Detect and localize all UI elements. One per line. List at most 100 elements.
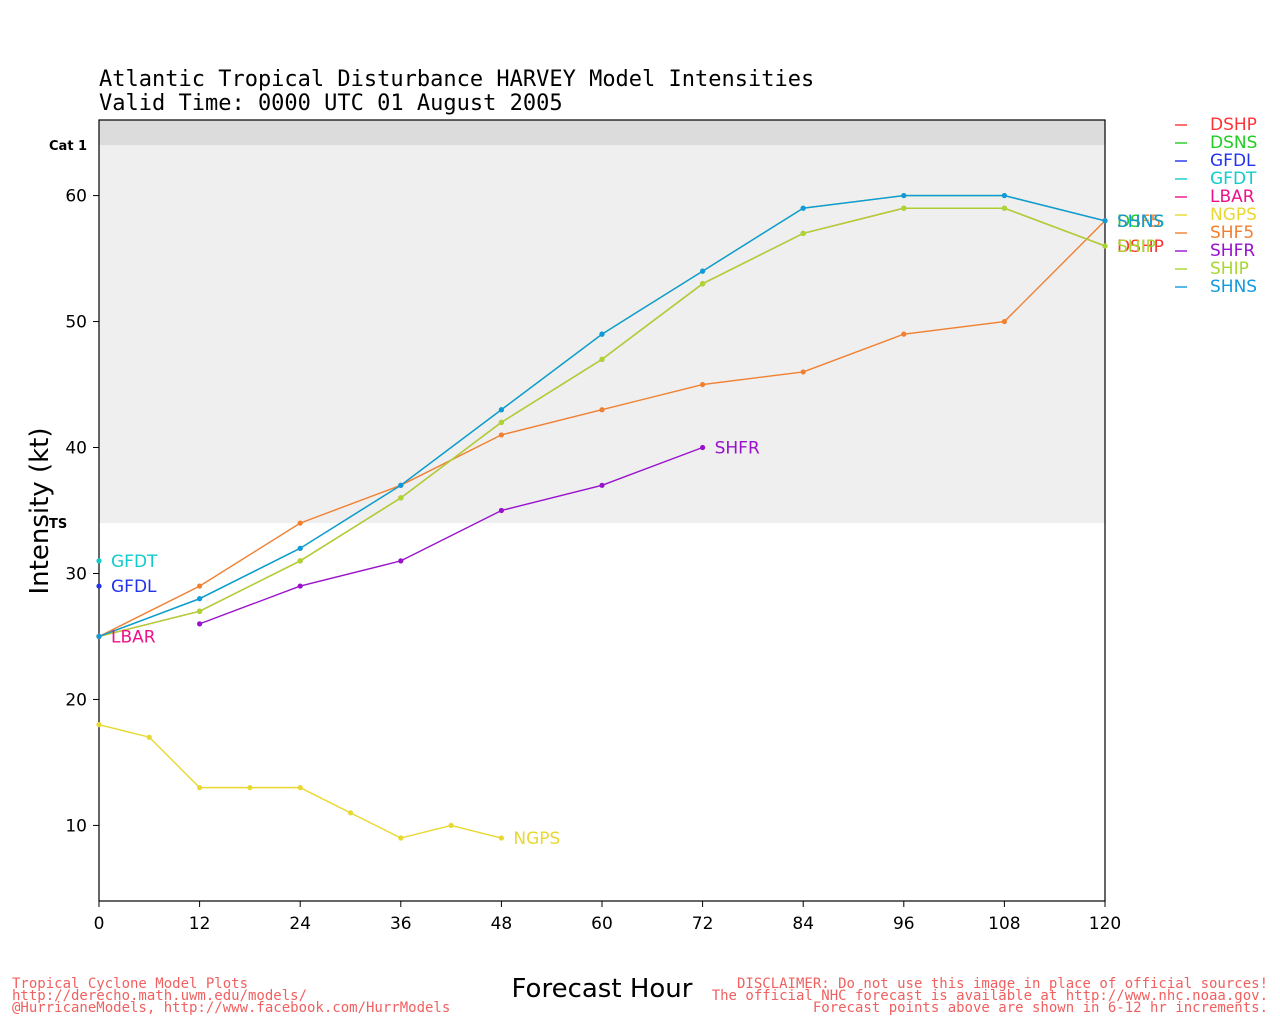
x-tick-label-36: 36 (390, 914, 412, 934)
point-shf5-4 (498, 432, 504, 438)
point-shfr-1 (297, 583, 303, 589)
legend-entry-ngps: NGPS (1210, 205, 1257, 225)
y-tick-label-20: 20 (65, 690, 87, 710)
point-shf5-7 (800, 369, 806, 375)
series-end-label-gfdl: GFDL (111, 577, 157, 597)
x-tick-label-60: 60 (591, 914, 613, 934)
chart-subtitle: Valid Time: 0000 UTC 01 August 2005 (99, 91, 563, 116)
band-cat-1 (99, 120, 1105, 146)
point-ship-10 (1102, 243, 1108, 249)
point-shf5-2 (297, 520, 303, 526)
point-shfr-3 (498, 507, 504, 514)
point-shns-2 (297, 545, 303, 551)
point-shf5-9 (1001, 318, 1008, 325)
point-ngps-5 (347, 810, 354, 816)
point-ship-1 (197, 608, 203, 614)
legend-entry-dshp: DSHP (1210, 115, 1257, 135)
point-ngps-2 (197, 785, 203, 791)
point-ship-4 (498, 419, 504, 425)
point-ship-3 (398, 495, 404, 501)
x-tick-label-48: 48 (491, 914, 513, 934)
legend-entry-shf5: SHF5 (1210, 223, 1254, 243)
point-ship-9 (1001, 205, 1008, 211)
point-shns-1 (197, 596, 203, 602)
y-tick-label-50: 50 (65, 313, 87, 333)
series-end-label-gfdt: GFDT (111, 552, 158, 572)
footer-right-line-3: Forecast points above are shown in 6-12 … (813, 1000, 1268, 1016)
point-shns-10 (1102, 218, 1108, 224)
series-line-shfr (199, 446, 703, 625)
point-gfdl-0 (96, 583, 102, 589)
point-ngps-3 (247, 785, 253, 791)
x-tick-label-72: 72 (692, 914, 714, 934)
point-shns-9 (1001, 192, 1008, 199)
point-ship-8 (901, 205, 907, 211)
y-tick-label-30: 30 (65, 564, 87, 584)
series-end-labels: DSHP DSNS GFDL GFDT LBAR NGPS SHF5 SHFR SHIP SHNS (111, 212, 1164, 849)
series-end-label-dsns: DSNS (1117, 212, 1164, 232)
x-axis-label: Forecast Hour (512, 974, 693, 1004)
point-shf5-8 (901, 331, 907, 337)
point-ngps-8 (498, 835, 504, 841)
footer-left-line-1: Tropical Cyclone Model Plots (12, 976, 248, 992)
point-ship-5 (599, 356, 605, 362)
series-end-label-ship: SHIP (1117, 237, 1156, 257)
footer-left-line-2: http://derecho.math.uwm.edu/models/ (12, 988, 307, 1004)
point-shf5-1 (197, 583, 203, 589)
y-tick-label-10: 10 (65, 816, 87, 836)
chart-title: Atlantic Tropical Disturbance HARVEY Mod… (99, 67, 814, 92)
series-end-label-ngps: NGPS (513, 829, 560, 849)
y-axis: 10 20 30 40 50 60 (65, 187, 99, 836)
band-label-ts: TS (49, 517, 67, 532)
x-tick-label-24: 24 (289, 914, 311, 934)
legend-entry-ship: SHIP (1210, 259, 1249, 279)
point-shns-6 (700, 268, 706, 274)
legend-entry-lbar: LBAR (1210, 187, 1255, 207)
point-shfr-2 (398, 558, 404, 564)
series-end-label-shfr: SHFR (715, 439, 760, 459)
category-bands: TS Cat 1 (49, 120, 1105, 532)
series-end-label-lbar: LBAR (111, 627, 156, 647)
point-ship-6 (700, 281, 706, 287)
point-ngps-0 (96, 722, 102, 728)
legend-entry-gfdt: GFDT (1210, 169, 1257, 189)
point-shns-4 (498, 407, 504, 413)
x-tick-label-12: 12 (189, 914, 211, 934)
point-shfr-5 (700, 444, 706, 451)
band-label-cat-1: Cat 1 (49, 139, 87, 154)
point-shns-8 (901, 192, 907, 199)
point-gfdt-0 (96, 558, 102, 564)
legend-entry-gfdl: GFDL (1210, 151, 1256, 171)
y-tick-label-40: 40 (65, 439, 87, 459)
x-axis: 0 12 24 36 48 60 72 84 96 108 120 (94, 901, 1121, 934)
point-shns-5 (599, 331, 605, 337)
y-tick-label-60: 60 (65, 187, 87, 207)
footer-right-line-2: The official NHC forecast is available a… (712, 988, 1268, 1004)
series-lines (96, 192, 1108, 841)
series-end-label-shns: SHNS (1117, 212, 1164, 232)
footer-right-line-1: DISCLAIMER: Do not use this image in pla… (737, 976, 1268, 992)
y-axis-label: Intensity (kt) (25, 428, 55, 595)
point-shf5-6 (700, 381, 706, 388)
series-end-label-dshp: DSHP (1117, 237, 1164, 257)
point-ngps-7 (448, 822, 454, 829)
x-tick-label-84: 84 (792, 914, 814, 934)
series-line-ngps (98, 723, 502, 839)
x-tick-label-120: 120 (1089, 914, 1121, 934)
point-shfr-0 (197, 621, 203, 627)
point-shfr-4 (599, 482, 605, 488)
point-ship-2 (297, 558, 303, 564)
point-ship-7 (800, 230, 806, 236)
point-ngps-4 (297, 785, 303, 791)
point-shns-7 (800, 205, 806, 211)
footer-left-line-3: @HurricaneModels, http://www.facebook.co… (12, 1000, 450, 1016)
point-shns-0 (96, 633, 102, 640)
point-ngps-6 (398, 835, 404, 841)
point-shf5-5 (599, 407, 605, 413)
x-tick-label-96: 96 (893, 914, 915, 934)
legend-entry-dsns: DSNS (1210, 133, 1257, 153)
point-shns-3 (398, 482, 404, 488)
legend-entry-shns: SHNS (1210, 277, 1257, 297)
